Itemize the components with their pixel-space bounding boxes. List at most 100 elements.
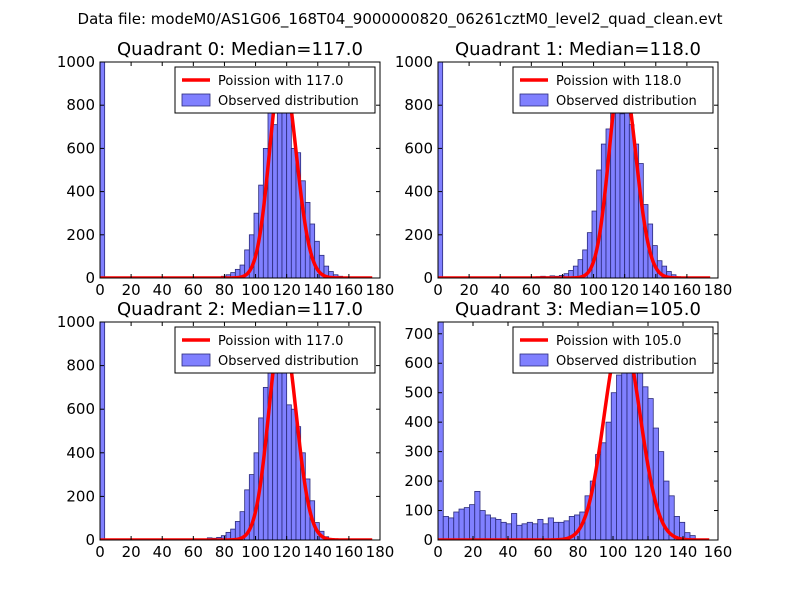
chart-3-legend-bars-label: Observed distribution — [556, 354, 697, 369]
chart-0-bar-0 — [100, 62, 106, 278]
chart-3-ytick-label-1: 100 — [404, 502, 433, 520]
figure-suptitle: Data file: modeM0/AS1G06_168T04_90000008… — [78, 10, 723, 29]
chart-0-legend-curve-label: Poission with 117.0 — [218, 74, 343, 89]
chart-2-xtick-label-1: 20 — [122, 543, 141, 561]
chart-0-xtick-label-9: 180 — [366, 281, 395, 299]
chart-2-bar-19 — [286, 404, 292, 540]
chart-1-legend: Poission with 118.0 Observed distribution — [512, 66, 714, 114]
chart-2-xtick-label-0: 0 — [95, 543, 105, 561]
chart-3-bar-6 — [469, 504, 476, 540]
chart-3-legend: Poission with 105.0 Observed distribution — [512, 326, 714, 374]
chart-1-ytick-label-4: 800 — [404, 96, 433, 114]
chart-3-bar-23 — [558, 521, 565, 540]
chart-1-xtick-label-0: 0 — [433, 281, 443, 299]
chart-0-ytick-label-4: 800 — [66, 96, 95, 114]
chart-2-xtick-label-9: 180 — [366, 543, 395, 561]
chart-3-bar-32 — [605, 421, 612, 540]
chart-3-bar-9 — [484, 514, 491, 540]
chart-3-bar-18 — [532, 523, 539, 540]
chart-3-bar-8 — [479, 510, 486, 540]
chart-0-title: Quadrant 0: Median=117.0 — [117, 39, 363, 60]
chart-0-xtick-label-6: 120 — [272, 281, 301, 299]
chart-0-ytick-label-5: 1000 — [57, 53, 95, 71]
chart-1-ytick-label-0: 0 — [423, 269, 433, 287]
chart-0-bar-15 — [272, 124, 278, 278]
chart-3-bar-20 — [542, 523, 549, 540]
chart-0-ytick-label-3: 600 — [66, 139, 95, 157]
chart-3-ytick-label-6: 600 — [404, 354, 433, 372]
chart-3-xtick-label-3: 60 — [533, 543, 552, 561]
chart-0-ytick-label-0: 0 — [85, 269, 95, 287]
chart-3: 0 20 40 60 80 100 120 140 160 0 100 200 300 400 500 600… — [404, 299, 732, 561]
chart-3-xtick-label-1: 20 — [463, 543, 482, 561]
chart-3-bar-0 — [438, 322, 444, 540]
chart-2-legend-bars-swatch — [181, 353, 211, 367]
chart-2-bar-20 — [290, 408, 297, 540]
chart-2-ytick-label-4: 800 — [66, 357, 95, 375]
chart-1-xtick-label-3: 60 — [522, 281, 541, 299]
chart-1-ytick-label-5: 1000 — [395, 53, 433, 71]
chart-3-ytick-label-0: 0 — [423, 531, 433, 549]
chart-0-bar-18 — [286, 100, 292, 278]
chart-0-legend-bars-label: Observed distribution — [218, 94, 359, 109]
chart-3-ytick-label-5: 500 — [404, 384, 433, 402]
chart-0-data — [100, 62, 374, 278]
chart-1-title: Quadrant 1: Median=118.0 — [455, 39, 701, 60]
chart-3-bar-19 — [537, 518, 544, 540]
chart-3-bar-2 — [448, 517, 455, 540]
chart-1-xtick-label-9: 180 — [704, 281, 733, 299]
chart-0-xtick-label-2: 40 — [153, 281, 172, 299]
chart-2-legend: Poission with 117.0 Observed distribution — [174, 326, 376, 374]
chart-0-xtick-label-1: 20 — [122, 281, 141, 299]
chart-2-title: Quadrant 2: Median=117.0 — [117, 299, 363, 320]
chart-0-bar-19 — [290, 147, 297, 278]
chart-3-bar-10 — [490, 517, 497, 540]
chart-1-legend-bars-swatch — [519, 93, 549, 107]
chart-2-bar-18 — [281, 367, 288, 540]
chart-2-poisson-curve — [100, 326, 374, 540]
chart-3-data — [438, 322, 711, 540]
chart-3-bar-34 — [616, 374, 623, 540]
chart-2-xtick-label-5: 100 — [241, 543, 270, 561]
chart-1-xtick-label-4: 80 — [553, 281, 572, 299]
chart-0-xtick-label-4: 80 — [215, 281, 234, 299]
chart-2-ytick-label-0: 0 — [85, 531, 95, 549]
chart-0-xtick-label-0: 0 — [95, 281, 105, 299]
chart-2-xtick-label-8: 160 — [335, 543, 364, 561]
chart-3-bar-3 — [453, 511, 460, 540]
chart-1-xtick-label-7: 140 — [641, 281, 670, 299]
chart-2-legend-bars-label: Observed distribution — [218, 354, 359, 369]
chart-2-ytick-label-2: 400 — [66, 444, 95, 462]
chart-3-bar-41 — [652, 427, 659, 540]
chart-3-legend-bars-swatch — [519, 353, 549, 367]
chart-2-frame — [99, 321, 381, 541]
chart-3-legend-curve-label: Poission with 105.0 — [556, 334, 681, 349]
chart-0-xtick-label-7: 140 — [303, 281, 332, 299]
chart-1-ytick-label-1: 200 — [404, 226, 433, 244]
chart-0-xtick-label-3: 60 — [184, 281, 203, 299]
chart-3-ytick-label-7: 700 — [404, 325, 433, 343]
chart-2-bar-0 — [100, 322, 106, 540]
chart-2-data — [100, 322, 374, 540]
chart-2-ytick-label-1: 200 — [66, 487, 95, 505]
chart-3-xtick-label-7: 140 — [669, 543, 698, 561]
chart-1-ytick-label-2: 400 — [404, 183, 433, 201]
chart-3-bar-16 — [521, 523, 528, 540]
chart-2: 0 20 40 60 80 100 120 140 160 180 0 200 400 600 800 100… — [57, 299, 395, 561]
chart-2-xtick-label-2: 40 — [153, 543, 172, 561]
chart-1-xtick-label-6: 120 — [610, 281, 639, 299]
chart-3-ytick-label-4: 400 — [404, 413, 433, 431]
chart-3-bar-4 — [458, 508, 465, 540]
chart-3-ytick-label-2: 200 — [404, 472, 433, 490]
chart-3-xtick-label-8: 160 — [704, 543, 733, 561]
chart-3-title: Quadrant 3: Median=105.0 — [455, 299, 701, 320]
chart-2-ytick-label-5: 1000 — [57, 313, 95, 331]
chart-3-bar-21 — [547, 517, 554, 540]
chart-1-ytick-label-3: 600 — [404, 139, 433, 157]
chart-3-xtick-label-2: 40 — [498, 543, 517, 561]
chart-3-poisson-curve — [438, 332, 711, 540]
chart-2-xtick-label-6: 120 — [272, 543, 301, 561]
chart-0-legend-bars-swatch — [181, 93, 211, 107]
chart-2-xtick-label-7: 140 — [303, 543, 332, 561]
chart-3-bar-1 — [442, 516, 449, 540]
